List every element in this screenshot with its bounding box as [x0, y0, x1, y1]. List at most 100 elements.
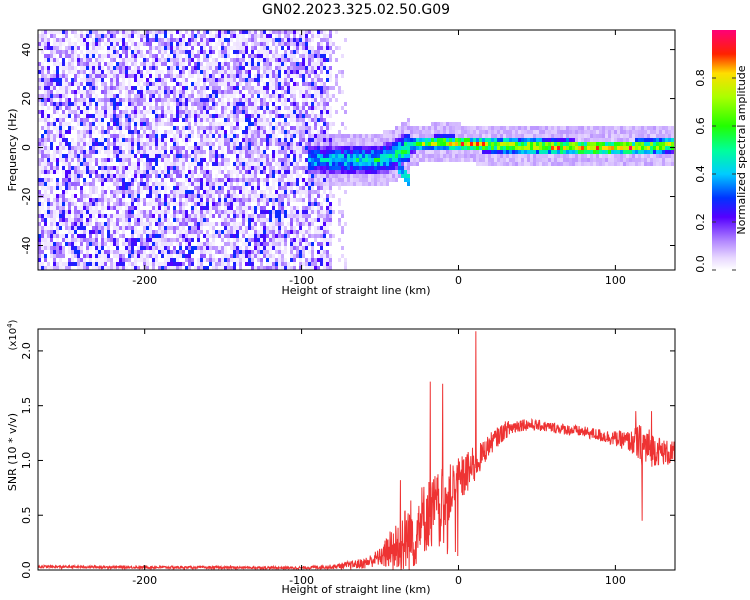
heatmap-cell: [140, 102, 143, 106]
heatmap-cell: [188, 146, 191, 150]
heatmap-cell: [149, 86, 152, 90]
heatmap-cell: [263, 38, 266, 42]
heatmap-cell: [80, 66, 83, 70]
heatmap-cell: [176, 190, 179, 194]
heatmap-cell: [242, 66, 245, 70]
heatmap-cell: [113, 178, 116, 182]
heatmap-cell: [131, 234, 134, 238]
heatmap-cell: [137, 98, 140, 102]
heatmap-cell: [290, 222, 293, 226]
heatmap-cell: [41, 30, 44, 34]
heatmap-cell: [155, 190, 158, 194]
heatmap-cell: [233, 90, 236, 94]
heatmap-cell: [200, 138, 203, 142]
heatmap-cell: [71, 110, 74, 114]
heatmap-cell: [137, 146, 140, 150]
heatmap-cell: [41, 78, 44, 82]
heatmap-cell: [278, 34, 281, 38]
heatmap-cell: [113, 98, 116, 102]
heatmap-cell: [167, 110, 170, 114]
heatmap-cell: [278, 150, 281, 154]
heatmap-cell: [56, 90, 59, 94]
heatmap-cell: [338, 210, 341, 214]
heatmap-cell: [251, 158, 254, 162]
heatmap-cell: [227, 230, 230, 234]
heatmap-cell: [95, 98, 98, 102]
heatmap-cell: [254, 242, 257, 246]
heatmap-cell: [122, 202, 125, 206]
heatmap-cell: [107, 66, 110, 70]
heatmap-cell: [170, 238, 173, 242]
heatmap-cell: [122, 42, 125, 46]
heatmap-cell: [170, 178, 173, 182]
heatmap-cell: [323, 102, 326, 106]
heatmap-cell: [278, 86, 281, 90]
heatmap-cell: [173, 162, 176, 166]
heatmap-cell: [197, 186, 200, 190]
heatmap-cell: [227, 70, 230, 74]
heatmap-cell: [80, 202, 83, 206]
heatmap-cell: [266, 246, 269, 250]
heatmap-cell: [140, 38, 143, 42]
heatmap-cell: [224, 178, 227, 182]
heatmap-cell: [293, 178, 296, 182]
heatmap-cell: [74, 202, 77, 206]
heatmap-cell: [107, 34, 110, 38]
heatmap-cell: [293, 158, 296, 162]
heatmap-cell: [47, 242, 50, 246]
heatmap-cell: [47, 230, 50, 234]
heatmap-cell: [341, 74, 344, 78]
heatmap-cell: [227, 106, 230, 110]
heatmap-cell: [197, 146, 200, 150]
heatmap-cell: [149, 74, 152, 78]
heatmap-cell: [314, 234, 317, 238]
heatmap-cell: [101, 262, 104, 266]
heatmap-cell: [116, 182, 119, 186]
heatmap-cell: [203, 34, 206, 38]
heatmap-cell: [110, 242, 113, 246]
heatmap-cell: [161, 198, 164, 202]
heatmap-cell: [152, 86, 155, 90]
heatmap-cell: [263, 134, 266, 138]
heatmap-cell: [344, 170, 347, 174]
heatmap-cell: [59, 186, 62, 190]
heatmap-cell: [125, 62, 128, 66]
heatmap-cell: [269, 250, 272, 254]
heatmap-cell: [176, 74, 179, 78]
heatmap-cell: [110, 110, 113, 114]
heatmap-cell: [266, 154, 269, 158]
heatmap-cell: [134, 130, 137, 134]
heatmap-cell: [137, 158, 140, 162]
heatmap-cell: [92, 42, 95, 46]
heatmap-cell: [92, 210, 95, 214]
heatmap-cell: [68, 86, 71, 90]
heatmap-cell: [182, 134, 185, 138]
heatmap-cell: [194, 206, 197, 210]
heatmap-cell: [200, 214, 203, 218]
heatmap-cell: [335, 110, 338, 114]
heatmap-cell: [275, 178, 278, 182]
heatmap-cell: [284, 62, 287, 66]
spectrogram-heatmap: [38, 30, 674, 270]
heatmap-cell: [68, 66, 71, 70]
heatmap-cell: [239, 118, 242, 122]
heatmap-cell: [119, 30, 122, 34]
heatmap-cell: [341, 230, 344, 234]
heatmap-cell: [305, 266, 308, 270]
heatmap-cell: [287, 142, 290, 146]
heatmap-cell: [323, 166, 326, 170]
heatmap-cell: [314, 170, 317, 174]
heatmap-cell: [320, 242, 323, 246]
heatmap-cell: [236, 106, 239, 110]
heatmap-cell: [137, 78, 140, 82]
heatmap-cell: [323, 210, 326, 214]
heatmap-cell: [296, 242, 299, 246]
heatmap-cell: [119, 190, 122, 194]
heatmap-cell: [125, 86, 128, 90]
heatmap-cell: [224, 38, 227, 42]
heatmap-cell: [290, 30, 293, 34]
heatmap-cell: [335, 154, 338, 158]
heatmap-cell: [242, 222, 245, 226]
heatmap-cell: [173, 262, 176, 266]
